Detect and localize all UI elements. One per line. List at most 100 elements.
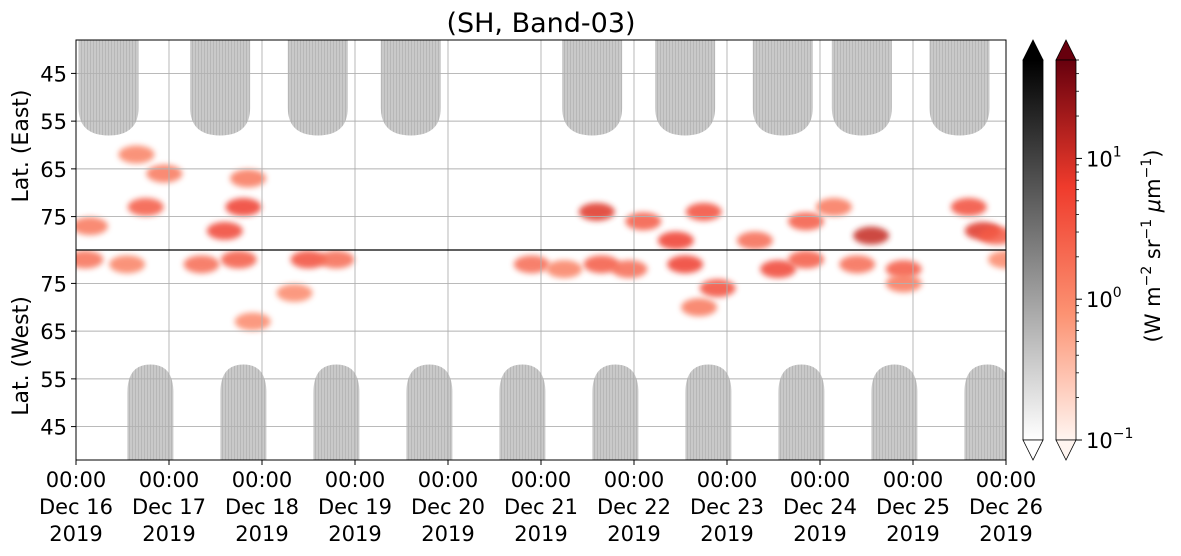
gray-shadow-west — [220, 364, 267, 460]
emission-blob — [988, 250, 1006, 269]
emission-blob — [853, 226, 890, 245]
chart-title: (SH, Band-03) — [446, 8, 635, 39]
emission-blob — [276, 283, 313, 302]
gray-shadow-east — [190, 40, 251, 136]
x-tick-time: 00:00 — [232, 468, 293, 492]
gray-shadow-east — [287, 40, 348, 136]
emission-blob — [839, 255, 876, 274]
x-tick-year: 2019 — [793, 522, 846, 546]
colorbar-reds-extend-top — [1055, 39, 1077, 61]
x-tick-year: 2019 — [979, 522, 1032, 546]
emission-blob — [760, 260, 797, 279]
x-tick-time: 00:00 — [790, 468, 851, 492]
y-axis: 45 55 65 75 75 65 55 45 — [40, 62, 76, 440]
x-tick-year: 2019 — [235, 522, 288, 546]
x-tick-time: 00:00 — [976, 468, 1037, 492]
gray-shadow-west — [778, 364, 825, 460]
x-tick-time: 00:00 — [325, 468, 386, 492]
gray-shadow-east — [562, 40, 623, 136]
x-tick-year: 2019 — [49, 522, 102, 546]
x-tick-date: Dec 18 — [225, 495, 299, 519]
emission-blob — [625, 212, 662, 231]
emission-blob — [685, 202, 722, 221]
gray-shadow-east — [831, 40, 892, 136]
x-tick-year: 2019 — [328, 522, 381, 546]
x-tick-date: Dec 16 — [39, 495, 113, 519]
emission-blob — [681, 298, 718, 317]
gray-shadow-west — [313, 364, 360, 460]
gray-shadow-west — [685, 364, 732, 460]
emission-blob — [109, 255, 146, 274]
emission-blob — [206, 221, 243, 240]
y-tick-label: 45 — [40, 62, 67, 86]
emission-blob — [788, 212, 825, 231]
x-tick-time: 00:00 — [883, 468, 944, 492]
colorbar-label: (W m−2 sr−1 μm−1) — [1139, 150, 1165, 343]
emission-blob — [234, 312, 271, 331]
emission-blob — [513, 255, 550, 274]
emission-blob — [578, 202, 615, 221]
x-tick-year: 2019 — [700, 522, 753, 546]
x-tick-time: 00:00 — [139, 468, 200, 492]
y-tick-label: 55 — [40, 368, 67, 392]
emission-blob — [220, 250, 257, 269]
x-tick-time: 00:00 — [697, 468, 758, 492]
x-tick-date: Dec 21 — [504, 495, 578, 519]
colorbar-gray-extend-top — [1022, 39, 1044, 61]
emission-blob — [290, 250, 327, 269]
emission-blob — [183, 255, 220, 274]
x-tick-time: 00:00 — [46, 468, 107, 492]
emission-blob — [736, 231, 773, 250]
gray-shadow-west — [499, 364, 546, 460]
gray-shadow-west — [127, 364, 174, 460]
x-tick-time: 00:00 — [604, 468, 665, 492]
x-tick-year: 2019 — [607, 522, 660, 546]
gray-shadow-west — [964, 364, 1006, 460]
x-tick-year: 2019 — [142, 522, 195, 546]
emission-blob — [657, 231, 694, 250]
colorbar-tick-label: 10−1 — [1086, 426, 1133, 453]
y-tick-label: 65 — [40, 158, 67, 182]
x-tick-year: 2019 — [886, 522, 939, 546]
emission-blob — [318, 250, 355, 269]
emission-blob — [118, 145, 155, 164]
emission-blob — [76, 250, 104, 269]
x-tick-time: 00:00 — [511, 468, 572, 492]
gray-shadow-east — [78, 40, 139, 136]
emission-blob — [978, 226, 1006, 245]
y-label-west: Lat. (West) — [9, 296, 34, 416]
gray-shadow-east — [655, 40, 716, 136]
x-tick-date: Dec 19 — [318, 495, 392, 519]
emission-blob — [950, 198, 987, 217]
y-tick-label: 75 — [40, 272, 67, 296]
emission-blob — [815, 198, 852, 217]
emission-blob — [225, 198, 262, 217]
y-tick-label: 45 — [40, 416, 67, 440]
x-tick-year: 2019 — [514, 522, 567, 546]
colorbar-gray-extend-bottom — [1022, 439, 1044, 461]
colorbar-reds-extend-bottom — [1055, 439, 1077, 461]
emission-blob — [583, 255, 620, 274]
gray-shadow-east — [380, 40, 441, 136]
x-axis: 00:00 Dec 16 2019 00:00 Dec 17 2019 00:00 Dec 1… — [39, 460, 1043, 546]
colorbar-gray — [1022, 59, 1044, 441]
emission-blob — [146, 164, 183, 183]
x-tick-date: Dec 26 — [969, 495, 1043, 519]
gray-shadow-layer — [78, 40, 1006, 460]
y-tick-label: 55 — [40, 110, 67, 134]
x-tick-date: Dec 23 — [690, 495, 764, 519]
y-tick-label: 75 — [40, 206, 67, 230]
x-tick-date: Dec 25 — [876, 495, 950, 519]
emission-blob — [76, 217, 108, 236]
emission-blob — [667, 255, 704, 274]
gray-shadow-west — [592, 364, 639, 460]
emission-blob — [230, 169, 267, 188]
gray-shadow-east — [752, 40, 813, 136]
y-tick-label: 65 — [40, 320, 67, 344]
gray-shadow-east — [929, 40, 990, 136]
gray-shadow-west — [871, 364, 918, 460]
colorbar-reds — [1055, 59, 1077, 441]
emission-blob — [699, 279, 736, 298]
colorbars: 10−1 100 101 — [1022, 39, 1133, 461]
